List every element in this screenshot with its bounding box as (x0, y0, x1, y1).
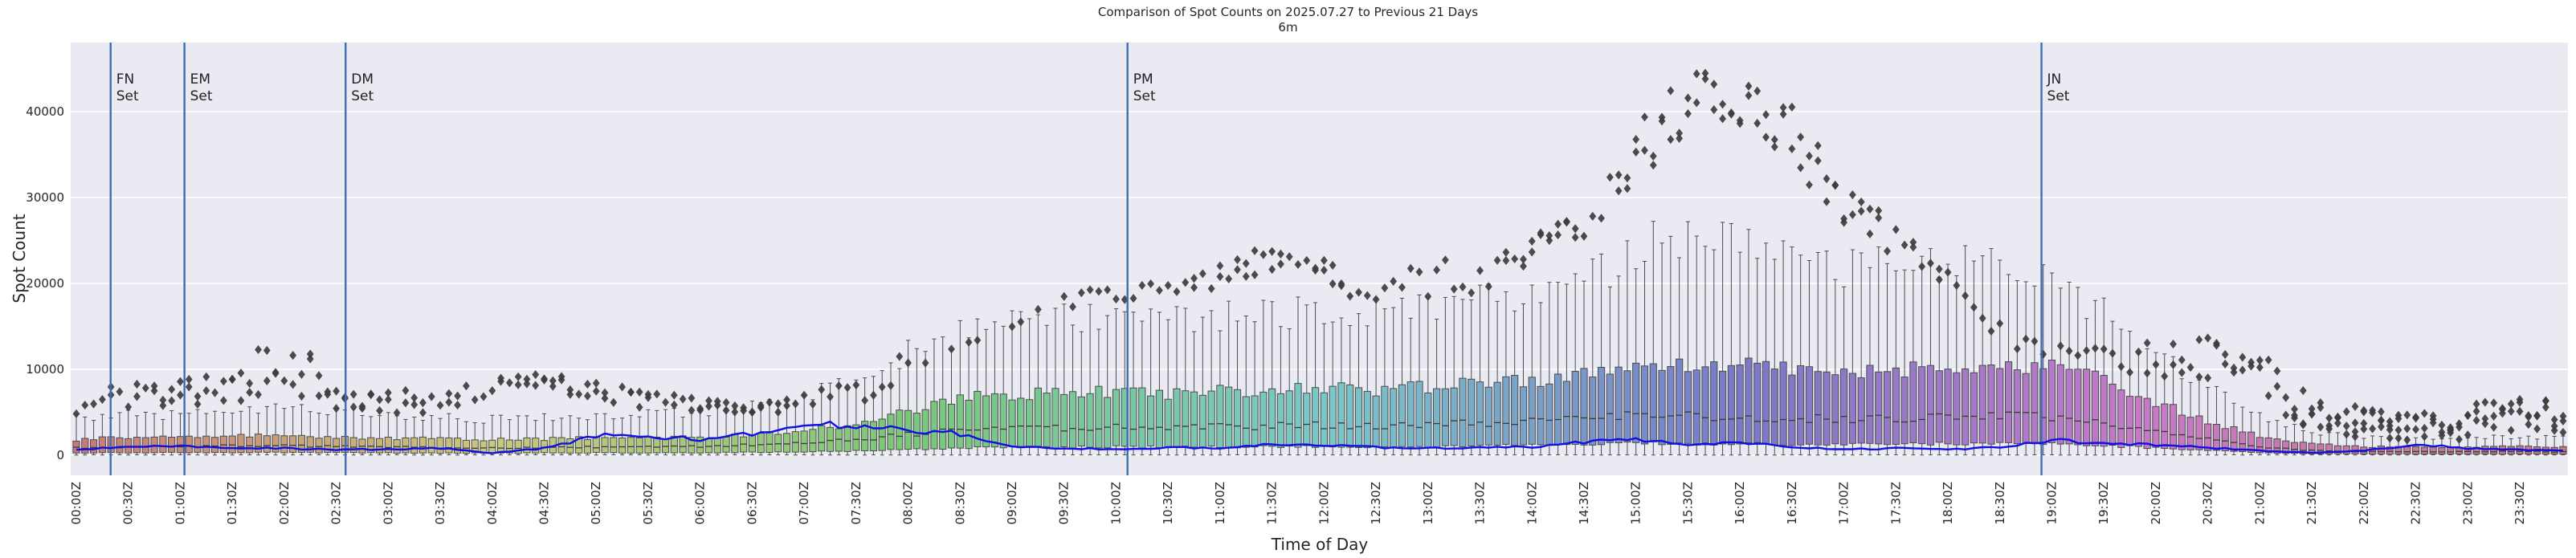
boxplot-layer (72, 221, 2567, 456)
y-tick-label: 20000 (26, 276, 64, 291)
sun-event-label-em: EM Set (190, 71, 213, 104)
x-tick-label: 06:30Z (745, 482, 759, 525)
y-tick-label: 40000 (26, 104, 64, 119)
x-tick-label: 02:30Z (329, 482, 344, 525)
x-tick-label: 01:30Z (225, 482, 239, 525)
x-tick-label: 23:00Z (2460, 482, 2475, 525)
x-tick-label: 19:30Z (2096, 482, 2111, 525)
y-axis-label: Spot Count (10, 214, 29, 303)
x-tick-label: 18:00Z (1941, 482, 1955, 525)
gridline-layer (71, 111, 2568, 456)
x-tick-label: 22:30Z (2409, 482, 2423, 525)
chart-subtitle-band: 6m (1278, 20, 1298, 35)
x-tick-label: 05:30Z (641, 482, 655, 525)
y-tick-label: 0 (56, 448, 64, 462)
axis-tick-layer: 0 10000 20000 30000 40000 00:00Z 00:30Z 01:00Z 0… (26, 104, 2527, 525)
x-tick-label: 14:30Z (1577, 482, 1591, 525)
sun-event-lines-layer: FN Set EM Set DM Set PM Set JN Set (109, 43, 2070, 475)
sun-event-label-dm: DM Set (351, 71, 374, 104)
x-tick-label: 18:30Z (1993, 482, 2007, 525)
x-tick-label: 21:00Z (2252, 482, 2267, 525)
x-tick-label: 12:00Z (1317, 482, 1331, 525)
x-tick-label: 11:30Z (1265, 482, 1280, 525)
x-tick-label: 09:30Z (1057, 482, 1072, 525)
x-tick-label: 04:00Z (485, 482, 500, 525)
chart-title-block: Comparison of Spot Counts on 2025.07.27 … (0, 5, 2576, 35)
x-tick-label: 13:30Z (1473, 482, 1488, 525)
today-count-line (76, 420, 2563, 454)
sun-event-label-pm: PM Set (1133, 71, 1156, 104)
x-tick-label: 05:00Z (589, 482, 603, 525)
x-tick-label: 10:00Z (1108, 482, 1123, 525)
x-tick-label: 10:30Z (1161, 482, 1175, 525)
outlier-flier-layer (72, 68, 2567, 445)
plot-area (71, 43, 2568, 475)
x-tick-label: 23:30Z (2513, 482, 2527, 525)
x-tick-label: 00:30Z (121, 482, 136, 525)
x-tick-label: 08:30Z (953, 482, 967, 525)
x-tick-label: 07:00Z (797, 482, 811, 525)
x-tick-label: 06:00Z (693, 482, 708, 525)
y-tick-label: 30000 (26, 190, 64, 205)
x-tick-label: 13:00Z (1421, 482, 1435, 525)
x-tick-label: 00:00Z (69, 482, 84, 525)
x-tick-label: 02:00Z (277, 482, 292, 525)
x-tick-label: 20:30Z (2201, 482, 2215, 525)
x-tick-label: 12:30Z (1369, 482, 1383, 525)
x-tick-label: 19:00Z (2044, 482, 2059, 525)
x-tick-label: 14:00Z (1525, 482, 1539, 525)
x-tick-label: 11:00Z (1213, 482, 1227, 525)
sun-event-label-fn: FN Set (116, 71, 139, 104)
x-tick-label: 04:30Z (537, 482, 552, 525)
x-tick-label: 03:00Z (381, 482, 395, 525)
x-tick-label: 16:30Z (1785, 482, 1799, 525)
plot-background-layer (71, 43, 2568, 475)
today-line-layer (76, 420, 2563, 454)
y-tick-label: 10000 (26, 362, 64, 377)
x-tick-label: 08:00Z (901, 482, 916, 525)
x-axis-label: Time of Day (1271, 535, 1369, 554)
x-tick-label: 16:00Z (1733, 482, 1747, 525)
x-tick-label: 15:30Z (1680, 482, 1695, 525)
x-tick-label: 01:00Z (173, 482, 187, 525)
x-tick-label: 15:00Z (1629, 482, 1643, 525)
x-tick-label: 17:30Z (1888, 482, 1903, 525)
x-tick-label: 21:30Z (2305, 482, 2319, 525)
x-tick-label: 17:00Z (1837, 482, 1851, 525)
x-tick-label: 22:00Z (2357, 482, 2371, 525)
x-tick-label: 07:30Z (849, 482, 863, 525)
x-tick-label: 09:00Z (1005, 482, 1019, 525)
x-tick-label: 20:00Z (2149, 482, 2163, 525)
x-tick-label: 03:30Z (433, 482, 447, 525)
sun-event-label-jn: JN Set (2047, 71, 2070, 104)
chart-title: Comparison of Spot Counts on 2025.07.27 … (1097, 5, 1479, 19)
